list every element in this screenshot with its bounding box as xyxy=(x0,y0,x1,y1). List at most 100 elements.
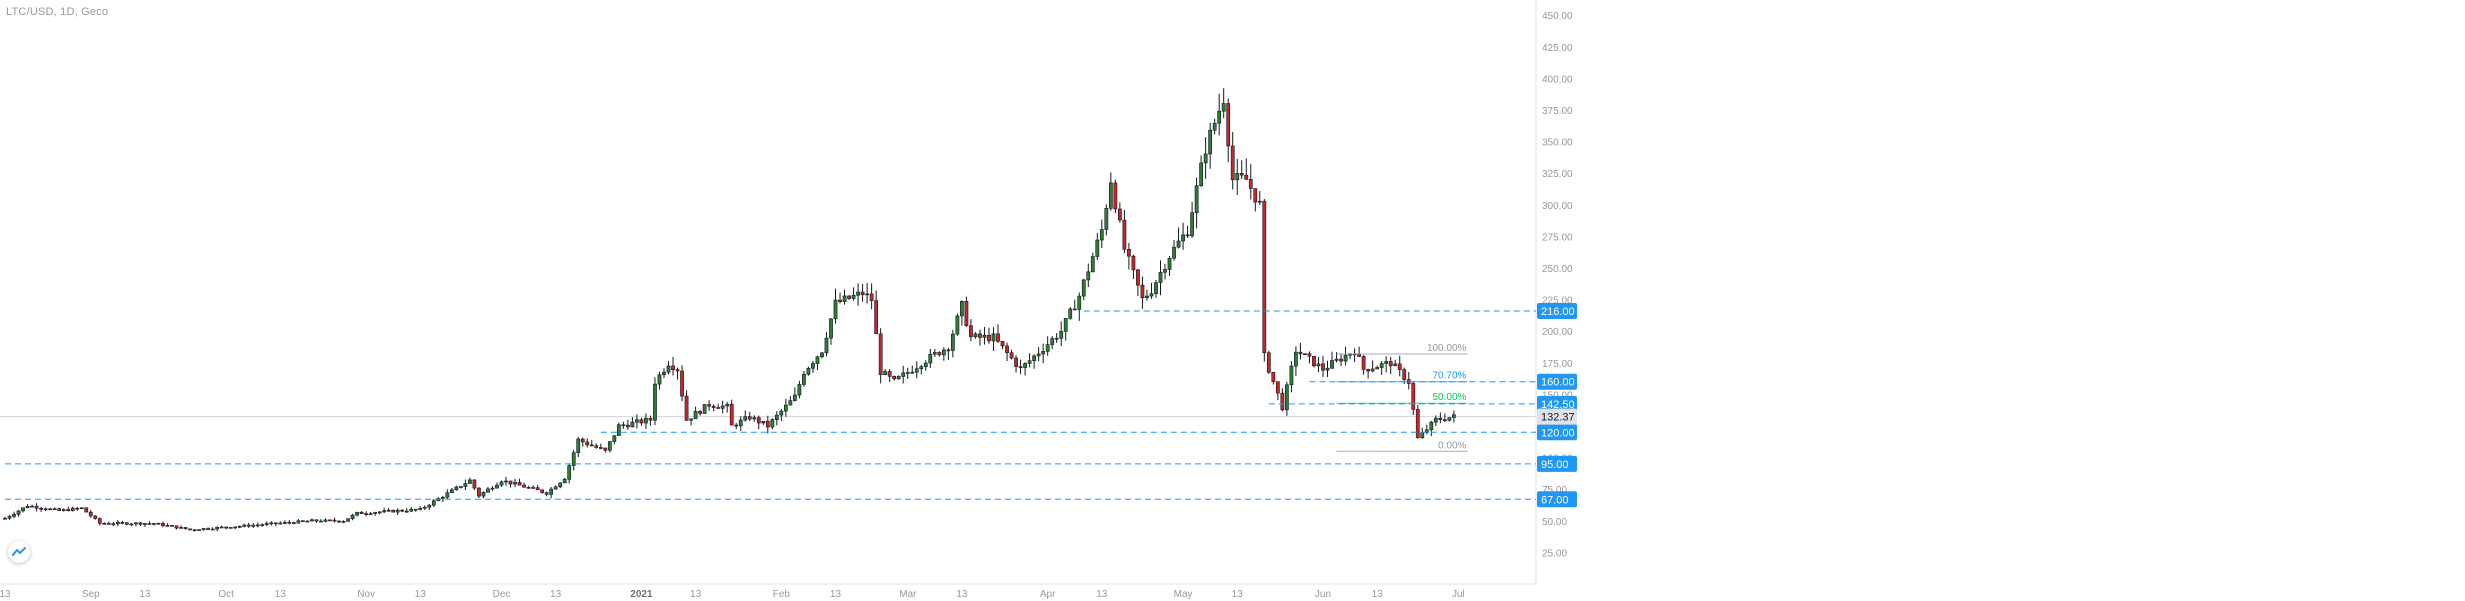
candle-body xyxy=(892,376,897,380)
candle-body xyxy=(197,529,201,532)
level-badge xyxy=(1537,491,1577,508)
time-tick-label: 13 xyxy=(415,589,427,600)
candle-body xyxy=(170,525,174,527)
candle-body xyxy=(901,372,906,377)
candle-body xyxy=(264,523,269,525)
candle-body xyxy=(1045,344,1050,352)
candle-body xyxy=(982,334,987,338)
candle-body xyxy=(413,508,418,511)
candle-body xyxy=(883,371,888,375)
tradingview-logo-icon[interactable] xyxy=(8,541,30,563)
candle-body xyxy=(66,509,71,512)
candle-body xyxy=(1384,361,1389,364)
candle-body xyxy=(147,523,152,525)
candle-body xyxy=(273,522,278,525)
candle-body xyxy=(635,419,639,423)
price-tick-label: 250.00 xyxy=(1542,264,1573,275)
candle-body xyxy=(973,333,978,338)
candle-body xyxy=(1199,162,1204,187)
time-tick-label: 13 xyxy=(1232,589,1244,600)
candle-body xyxy=(756,417,761,424)
candle-body xyxy=(328,519,332,522)
time-tick-label: Mar xyxy=(899,589,917,600)
candle-body xyxy=(282,521,287,524)
candle-body xyxy=(1447,417,1452,421)
candle-body xyxy=(711,405,716,408)
candle-body xyxy=(905,372,910,374)
candle-body xyxy=(865,293,869,296)
candle-body xyxy=(1280,392,1285,411)
candle-body xyxy=(1090,256,1095,273)
candle-body xyxy=(1217,110,1222,124)
candle-body xyxy=(314,519,319,522)
candle-body xyxy=(129,523,134,526)
candle-body xyxy=(874,300,879,335)
candle-body xyxy=(1294,351,1298,367)
time-tick-label: Jun xyxy=(1315,589,1331,600)
candle-body xyxy=(1357,353,1361,357)
candle-body xyxy=(1027,360,1032,364)
candle-body xyxy=(192,529,197,531)
candle-body xyxy=(1375,367,1380,370)
candle-body xyxy=(820,352,824,358)
candle-body xyxy=(1208,129,1213,155)
candle-body xyxy=(1050,338,1055,345)
candle-body xyxy=(1257,200,1262,203)
candle-body xyxy=(955,315,960,335)
candle-body xyxy=(472,479,477,489)
candle-body xyxy=(350,514,355,519)
price-tick-label: 75.00 xyxy=(1542,485,1567,496)
level-badge-label: 160.00 xyxy=(1541,377,1575,389)
candle-body xyxy=(21,507,25,512)
level-badge xyxy=(1537,424,1577,441)
candle-body xyxy=(364,513,368,515)
candle-body xyxy=(102,523,107,525)
candle-body xyxy=(743,416,748,421)
candle-body xyxy=(310,519,314,522)
candle-body xyxy=(1104,208,1109,230)
candle-body xyxy=(1266,352,1271,373)
candle-body xyxy=(1014,357,1018,367)
candle-body xyxy=(84,507,89,513)
time-tick-label: 13 xyxy=(1372,589,1384,600)
symbol-title: LTC/USD, 1D, Geco xyxy=(6,6,109,18)
candle-body xyxy=(996,333,1000,342)
candle-body xyxy=(161,522,165,526)
level-badge-label: 216.00 xyxy=(1541,306,1575,318)
candle-body xyxy=(1099,229,1104,241)
candle-body xyxy=(522,484,526,488)
candle-body xyxy=(210,528,215,531)
price-tick-label: 50.00 xyxy=(1542,517,1567,528)
candle-body xyxy=(346,518,350,522)
candle-body xyxy=(910,371,915,374)
candle-body xyxy=(296,520,301,524)
candle-body xyxy=(589,444,594,447)
candle-body xyxy=(693,411,698,420)
candle-body xyxy=(928,353,933,364)
time-tick-label: 13 xyxy=(550,589,562,600)
candle-body xyxy=(680,370,684,397)
candle-body xyxy=(386,509,391,512)
candle-body xyxy=(422,506,427,509)
time-tick-label: Sep xyxy=(82,589,100,600)
level-badge xyxy=(1537,373,1577,390)
candle-body xyxy=(531,487,535,489)
candle-body xyxy=(919,366,924,370)
candle-body xyxy=(124,522,129,525)
candle-body xyxy=(3,517,7,520)
level-badge-label: 95.00 xyxy=(1541,459,1569,471)
candle-body xyxy=(1072,308,1077,311)
candle-body xyxy=(1054,337,1059,340)
candle-body xyxy=(1018,366,1023,368)
candle-body xyxy=(1402,369,1407,380)
candle-body xyxy=(88,511,93,517)
price-tick-label: 200.00 xyxy=(1542,327,1573,338)
candle-body xyxy=(477,487,481,497)
candle-body xyxy=(517,482,522,486)
candle-body xyxy=(1190,212,1194,237)
candle-body xyxy=(1379,363,1384,368)
candle-body xyxy=(1009,352,1014,359)
candle-body xyxy=(666,365,671,373)
